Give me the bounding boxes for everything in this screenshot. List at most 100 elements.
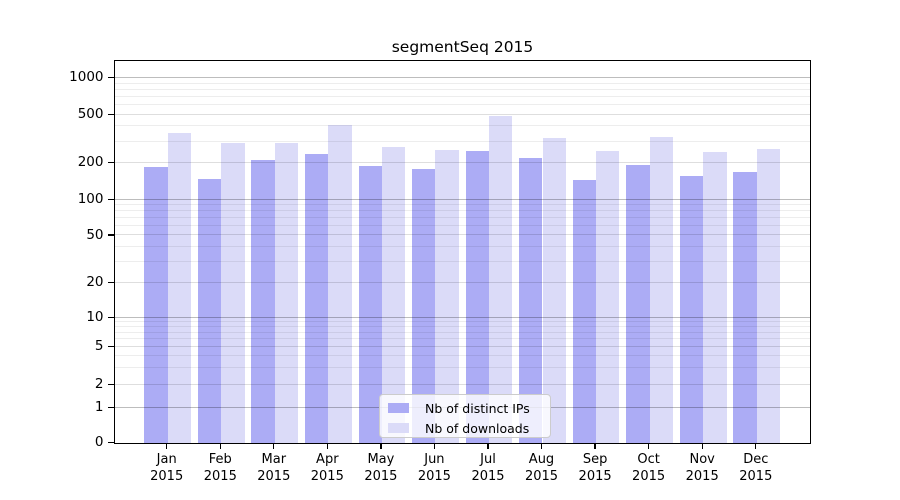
bar-nb-of-distinct-ips-jan — [144, 166, 168, 443]
year-label: 2015 — [417, 468, 451, 484]
gridline-500 — [115, 113, 810, 115]
bar-nb-of-downloads-apr — [328, 124, 352, 443]
gridline-20 — [115, 281, 810, 283]
y-tick-10 — [107, 316, 114, 318]
bar-nb-of-downloads-nov — [703, 152, 727, 443]
y-tick-0 — [107, 441, 114, 444]
legend-item-downloads: Nb of downloads — [380, 419, 550, 437]
bar-nb-of-distinct-ips-nov — [679, 176, 704, 443]
month-label: Oct — [637, 452, 660, 467]
gridline-30 — [115, 260, 810, 262]
month-label: Mar — [261, 452, 287, 467]
gridline-9 — [115, 321, 810, 322]
x-tick-label-apr: Apr 2015 — [292, 452, 362, 485]
x-tick-jul — [487, 444, 489, 449]
plot-area: Nb of distinct IPs Nb of downloads — [114, 60, 811, 444]
y-tick-label-1000: 1000 — [69, 69, 104, 86]
chart-title: segmentSeq 2015 — [391, 38, 534, 56]
gridline-4 — [115, 355, 810, 356]
bar-nb-of-distinct-ips-dec — [733, 172, 757, 443]
bar-nb-of-distinct-ips-may — [358, 165, 382, 443]
gridline-800 — [115, 88, 810, 90]
bar-nb-of-downloads-mar — [274, 142, 299, 443]
gridline-10 — [115, 316, 810, 318]
gridline-900 — [115, 82, 810, 84]
y-tick-5 — [107, 345, 114, 347]
x-tick-jan — [166, 444, 168, 449]
y-tick-2 — [107, 383, 114, 386]
y-tick-label-10: 10 — [86, 308, 104, 325]
x-tick-label-jun: Jun 2015 — [399, 452, 469, 485]
x-tick-aug — [540, 444, 543, 449]
year-label: 2015 — [739, 468, 773, 484]
gridline-3 — [115, 367, 810, 368]
gridline-2 — [115, 384, 810, 385]
bar-nb-of-distinct-ips-aug — [519, 157, 543, 443]
legend: Nb of distinct IPs Nb of downloads — [379, 394, 551, 438]
y-tick-1000 — [107, 76, 114, 79]
bar-nb-of-downloads-oct — [649, 136, 673, 443]
gridline-1000 — [115, 77, 810, 78]
gridline-8 — [115, 325, 810, 327]
gridline-60 — [115, 225, 810, 227]
gridline-70 — [115, 217, 810, 219]
month-label: Jan — [156, 452, 177, 467]
year-label: 2015 — [471, 468, 505, 484]
gridline-600 — [115, 104, 810, 105]
y-tick-label-200: 200 — [77, 154, 104, 171]
y-tick-1 — [107, 406, 114, 408]
y-tick-label-1: 1 — [94, 398, 104, 415]
x-tick-dec — [755, 444, 757, 449]
y-tick-label-5: 5 — [94, 337, 104, 354]
bar-nb-of-distinct-ips-jun — [412, 168, 436, 443]
gridline-90 — [115, 204, 810, 206]
month-label: Sep — [582, 452, 608, 467]
year-label: 2015 — [150, 468, 184, 484]
bar-nb-of-distinct-ips-sep — [572, 180, 597, 443]
y-tick-label-0: 0 — [94, 433, 104, 450]
x-tick-label-oct: Oct 2015 — [614, 452, 684, 485]
gridline-7 — [115, 331, 810, 333]
month-label: May — [367, 452, 395, 467]
gridline-80 — [115, 210, 810, 212]
gridline-5 — [115, 345, 810, 347]
x-tick-label-jan: Jan 2015 — [132, 452, 202, 485]
year-label: 2015 — [364, 468, 398, 484]
x-tick-may — [380, 444, 382, 449]
x-tick-nov — [701, 444, 703, 449]
x-tick-sep — [594, 444, 596, 449]
bar-nb-of-downloads-dec — [756, 148, 781, 443]
y-tick-label-100: 100 — [77, 191, 104, 208]
gridline-50 — [115, 234, 810, 236]
month-label: Feb — [208, 452, 232, 467]
x-tick-feb — [219, 444, 221, 449]
y-tick-500 — [107, 113, 114, 115]
y-tick-20 — [107, 281, 114, 283]
bar-nb-of-downloads-sep — [596, 151, 620, 443]
legend-swatch-distinct-ips — [388, 403, 409, 413]
year-label: 2015 — [524, 468, 559, 484]
y-tick-label-500: 500 — [77, 105, 104, 122]
month-label: Dec — [743, 452, 769, 467]
bar-nb-of-distinct-ips-apr — [304, 154, 329, 443]
gridline-300 — [115, 140, 810, 142]
x-tick-mar — [273, 444, 275, 449]
year-label: 2015 — [578, 468, 612, 484]
year-label: 2015 — [257, 468, 291, 484]
legend-item-distinct-ips: Nb of distinct IPs — [380, 399, 550, 417]
x-tick-label-mar: Mar 2015 — [239, 452, 309, 485]
year-label: 2015 — [310, 468, 344, 484]
month-label: Apr — [316, 452, 339, 467]
legend-swatch-downloads — [388, 423, 409, 433]
x-tick-jun — [433, 444, 436, 449]
month-label: Jul — [480, 452, 496, 467]
y-tick-50 — [107, 234, 114, 236]
y-tick-label-20: 20 — [86, 273, 104, 290]
bar-nb-of-downloads-jan — [167, 133, 192, 443]
bar-nb-of-downloads-aug — [542, 138, 566, 443]
x-tick-apr — [326, 444, 328, 449]
x-tick-label-may: May 2015 — [346, 452, 416, 485]
year-label: 2015 — [685, 468, 719, 484]
gridline-200 — [115, 162, 810, 163]
